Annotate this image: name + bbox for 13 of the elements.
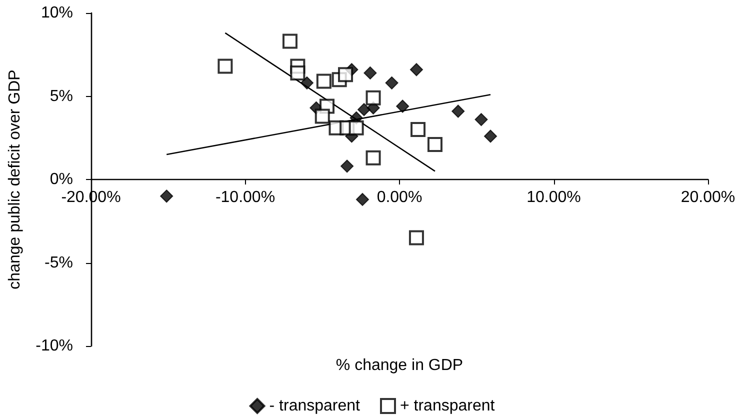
x-tick-label: 20.00% xyxy=(680,189,736,206)
x-tick-label: -10.00% xyxy=(215,189,276,206)
y-tick-label: -5% xyxy=(44,254,73,272)
y-axis-title: change public deficit over GDP xyxy=(6,70,24,290)
legend-label: - transparent xyxy=(269,398,361,414)
y-tick-label: 5% xyxy=(50,88,73,105)
y-tick-label: -10% xyxy=(36,338,73,354)
y-tick-label: 10% xyxy=(40,4,73,22)
y-tick-label: 0% xyxy=(50,171,73,188)
x-tick-label: 10.00% xyxy=(526,189,581,206)
x-axis-title: % change in GDP xyxy=(336,357,464,374)
x-tick-label: 0.00% xyxy=(376,189,422,206)
legend-label: + transparent xyxy=(400,398,496,414)
